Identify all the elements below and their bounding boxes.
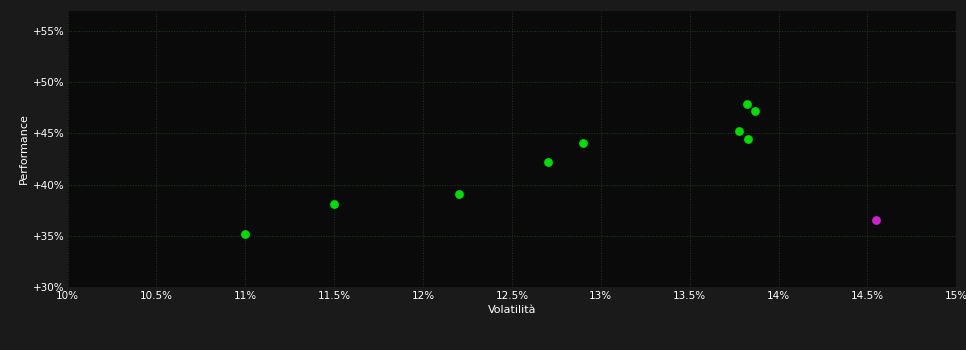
Point <box>540 159 555 165</box>
Point <box>732 128 748 134</box>
Point <box>739 101 754 106</box>
Y-axis label: Performance: Performance <box>19 113 29 184</box>
Point <box>741 136 756 141</box>
Point <box>748 108 763 114</box>
X-axis label: Volatilità: Volatilità <box>488 305 536 315</box>
Point <box>238 231 253 237</box>
Point <box>868 218 884 223</box>
Point <box>576 140 591 145</box>
Point <box>327 201 342 207</box>
Point <box>451 191 467 197</box>
